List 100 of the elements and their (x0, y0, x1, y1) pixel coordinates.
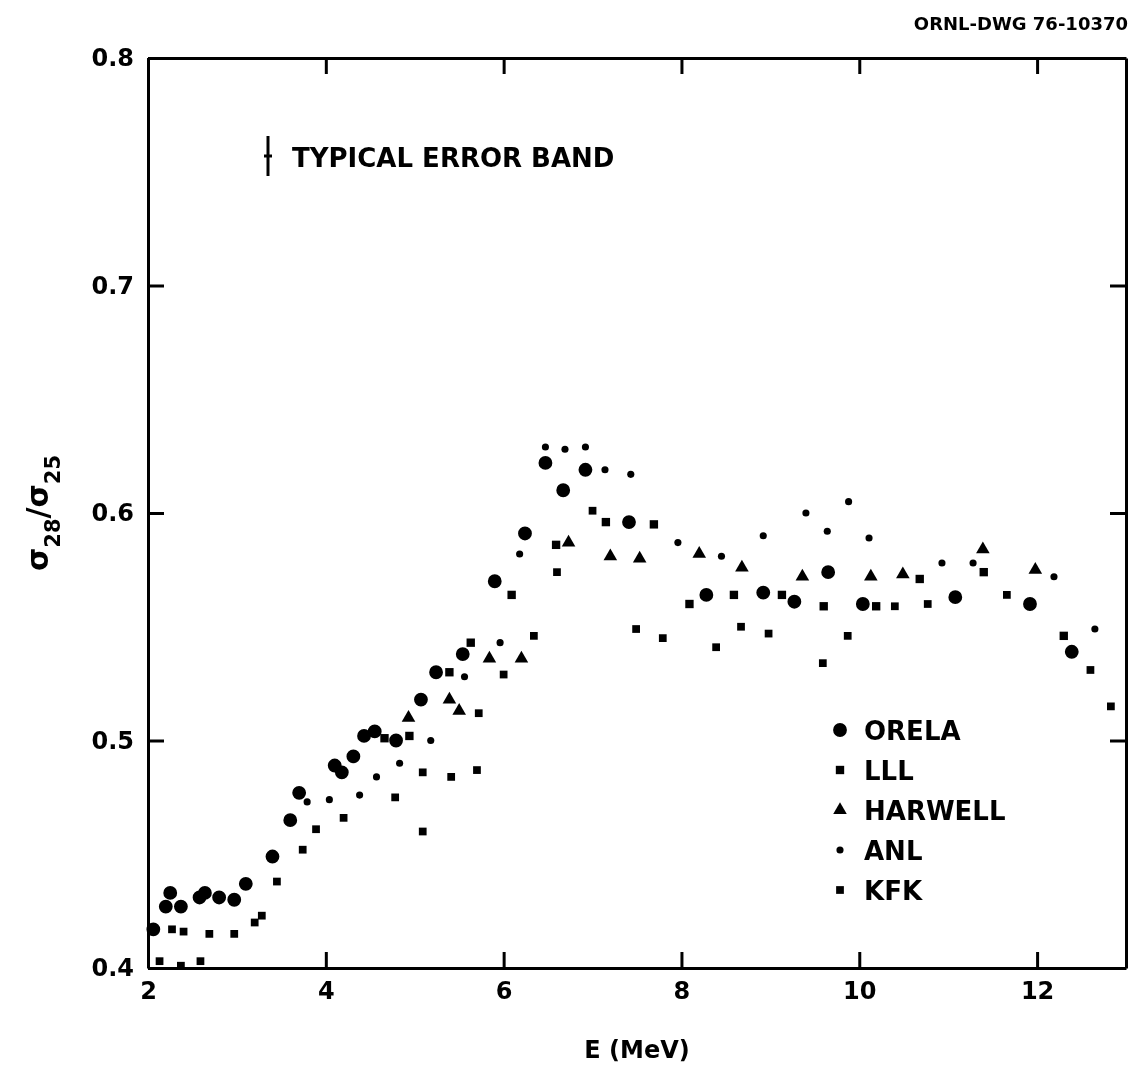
point (298, 845, 307, 854)
point (818, 659, 827, 668)
text: ORNL-DWG 76-10370 (913, 13, 1128, 34)
point (346, 749, 361, 764)
point (1091, 625, 1099, 633)
point (578, 462, 593, 477)
point (865, 534, 873, 542)
point (460, 673, 469, 681)
point (427, 736, 435, 745)
point (367, 724, 382, 739)
point (915, 574, 924, 584)
point (212, 890, 227, 905)
point (1059, 631, 1068, 641)
point (334, 765, 349, 780)
point (979, 567, 988, 577)
point (685, 599, 694, 609)
point (227, 892, 242, 907)
point (155, 957, 164, 966)
legend-label: LLL (864, 756, 914, 786)
point (1107, 702, 1115, 711)
point (391, 793, 400, 802)
point (588, 506, 597, 515)
point (514, 650, 529, 663)
point (699, 588, 714, 602)
point (312, 825, 320, 834)
point (163, 886, 178, 900)
point (507, 590, 516, 600)
y-tick-label: 0.8 (91, 44, 134, 73)
point (632, 625, 640, 633)
point (173, 899, 188, 914)
point (482, 650, 497, 663)
point (158, 899, 173, 914)
point (396, 759, 404, 767)
point (692, 546, 707, 558)
y-tick-label: 0.5 (91, 726, 134, 755)
point (581, 443, 589, 451)
point (197, 886, 212, 900)
point (429, 665, 443, 680)
point (442, 691, 457, 704)
point (938, 559, 946, 567)
point (389, 733, 403, 748)
point (447, 773, 456, 781)
point (603, 548, 618, 561)
point (601, 517, 611, 527)
point (257, 911, 266, 920)
point (864, 568, 878, 581)
point (168, 925, 176, 934)
point (759, 532, 767, 540)
point (627, 470, 635, 478)
point (1050, 573, 1058, 581)
point (561, 534, 576, 547)
point (292, 785, 307, 800)
point (380, 734, 389, 743)
point (674, 539, 682, 547)
point (541, 443, 549, 451)
x-tick-label: 12 (1020, 977, 1055, 1006)
point (923, 600, 932, 608)
point (529, 631, 538, 640)
point (845, 498, 853, 506)
point (823, 527, 831, 535)
point (303, 798, 311, 806)
legend-label: HARWELL (864, 796, 1006, 826)
point (969, 559, 977, 567)
point (821, 565, 836, 580)
legend-label: ORELA (864, 716, 961, 746)
point (855, 597, 870, 611)
point (777, 590, 787, 600)
point (632, 550, 647, 563)
point (756, 585, 771, 600)
point (356, 791, 364, 799)
legend-label: ANL (864, 836, 923, 866)
point (414, 692, 428, 707)
x-tick-label: 10 (843, 977, 877, 1006)
point (452, 703, 466, 715)
point (1064, 644, 1079, 659)
point (735, 559, 749, 572)
point (948, 590, 963, 605)
point (551, 540, 561, 550)
point (518, 526, 532, 541)
point (601, 466, 609, 474)
point (357, 729, 371, 743)
point (658, 634, 667, 642)
point (445, 668, 454, 677)
point (561, 445, 569, 453)
point (466, 638, 475, 647)
point (418, 827, 427, 836)
legend-label: KFK (864, 876, 923, 906)
point (787, 594, 802, 609)
point (405, 731, 414, 741)
point (325, 796, 333, 804)
x-tick-label: 2 (140, 977, 157, 1006)
point (1028, 562, 1043, 574)
point (250, 918, 259, 927)
point (976, 541, 990, 554)
point (196, 957, 205, 966)
point (339, 813, 348, 822)
point (418, 768, 427, 777)
x-tick-label: 6 (495, 977, 513, 1006)
point (1002, 591, 1011, 599)
point (1023, 597, 1037, 611)
